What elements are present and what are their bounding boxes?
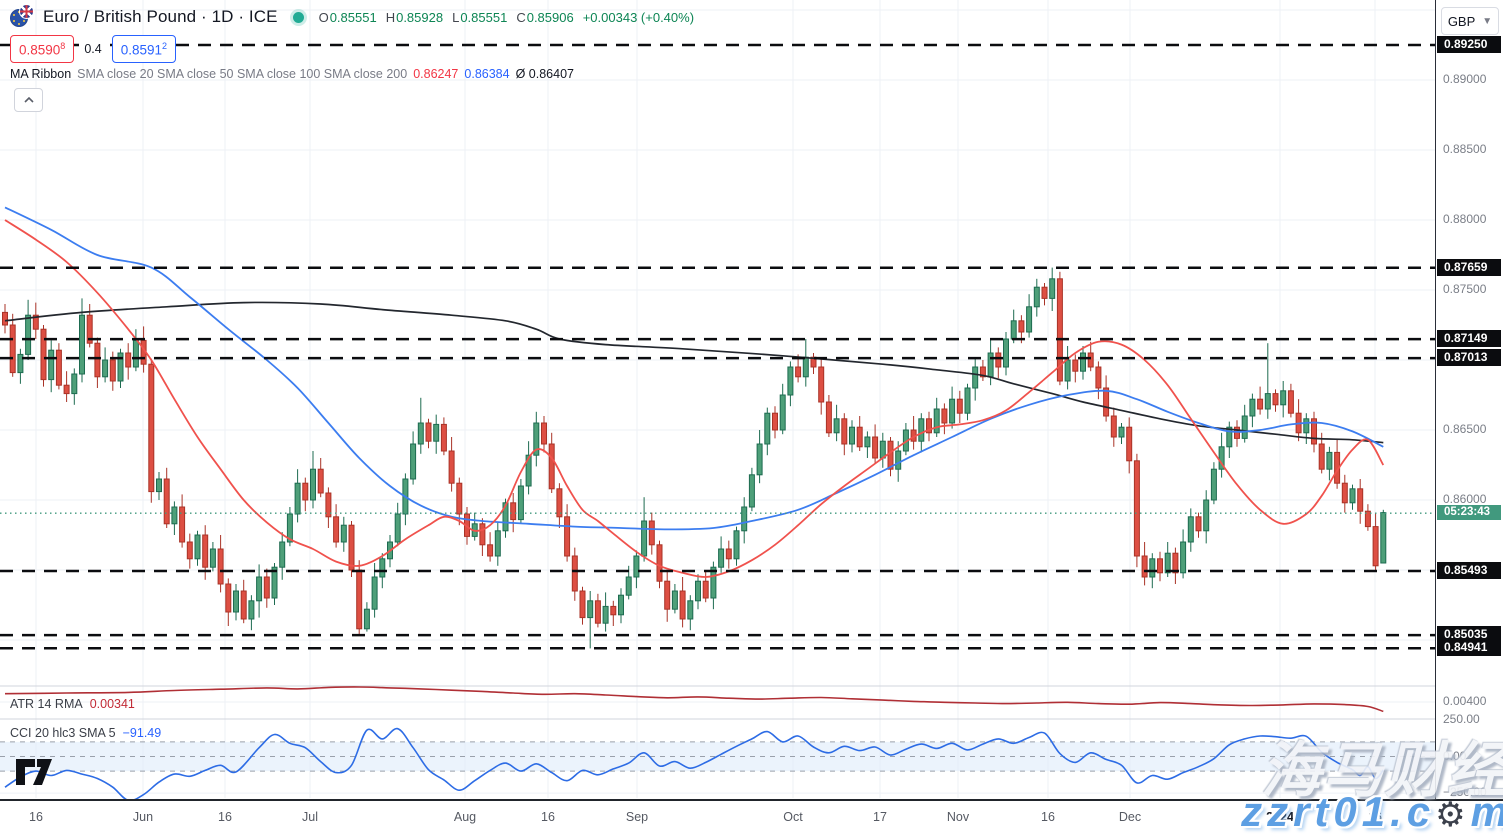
collapse-panel-button[interactable]: [14, 88, 43, 112]
watermark-cjk: 海马财经: [1261, 737, 1503, 804]
sma20-value: 0.86247: [413, 67, 459, 81]
price-axis-label: 0.87500: [1443, 282, 1487, 296]
sma50-value: 0.86384: [464, 67, 510, 81]
time-axis[interactable]: 16 Jun 16 Jul Aug 16 Sep Oct 17 Nov 16 Dec 2024 16: [0, 799, 1503, 834]
price-axis[interactable]: 0.89000 0.88500 0.88000 0.87500 0.86500 0.860…: [1435, 0, 1503, 799]
bar-countdown-label: 05:23:43: [1437, 505, 1501, 521]
eurgbp-pair-icon: [10, 4, 34, 28]
symbol-title[interactable]: Euro / British Pound · 1D · ICE: [43, 7, 278, 26]
price-axis-label: 0.89000: [1443, 72, 1487, 86]
cci-value: −91.49: [122, 726, 162, 740]
price-level-label: 0.87149: [1437, 330, 1501, 348]
price-level-label: 0.84941: [1437, 639, 1501, 657]
atr-indicator-legend[interactable]: ATR 14 RMA 0.00341: [10, 697, 135, 711]
time-axis-label: 16: [1368, 810, 1382, 824]
open-value: 0.85551: [329, 9, 377, 25]
price-level-label: 0.87013: [1437, 349, 1501, 367]
price-level-label: 0.89250: [1437, 36, 1501, 53]
gear-icon: ⚙: [1435, 796, 1471, 834]
chevron-up-icon: [23, 97, 34, 103]
price-level-label: 0.85493: [1437, 561, 1501, 579]
time-axis-label: Sep: [625, 810, 649, 824]
change-value: +0.00343 (+0.40%): [582, 9, 695, 25]
cci-axis-label: 250.00: [1443, 711, 1480, 726]
close-value: 0.85906: [526, 9, 574, 25]
indicator-name: MA Ribbon: [10, 67, 72, 81]
price-axis-label: 0.86500: [1443, 422, 1487, 436]
spread-value: 0.4: [82, 41, 104, 56]
high-value: 0.85928: [396, 9, 444, 25]
time-axis-label: Jul: [302, 810, 318, 824]
time-axis-label: 16: [541, 810, 555, 824]
sell-bid-button[interactable]: 0.85908: [10, 35, 75, 63]
time-axis-label: Jun: [132, 810, 154, 824]
price-axis-label: 0.86000: [1443, 492, 1487, 506]
indicator-params: SMA close 20 SMA close 50 SMA close 100 …: [77, 67, 408, 81]
time-axis-label: Aug: [453, 810, 477, 824]
time-axis-label: 2024: [1266, 810, 1294, 824]
tradingview-logo[interactable]: [16, 757, 52, 792]
bid-ask-row: 0.85908 0.4 0.85912: [10, 35, 177, 63]
cci-axis-label: −250.00: [1443, 785, 1487, 800]
tradingview-logo-icon: [16, 759, 52, 785]
cci-indicator-legend[interactable]: CCI 20 hlc3 SMA 5 −91.49: [10, 726, 162, 740]
currency-selector-button[interactable]: GBP ▼: [1441, 7, 1499, 35]
time-axis-label: 17: [873, 810, 887, 824]
time-axis-label: Dec: [1118, 810, 1142, 824]
atr-value: 0.00341: [89, 697, 135, 711]
time-axis-label: 16: [218, 810, 232, 824]
market-status-dot[interactable]: [292, 11, 304, 23]
time-axis-label: Oct: [783, 810, 803, 824]
low-value: 0.85551: [460, 9, 508, 25]
price-axis-label: 0.88500: [1443, 142, 1487, 156]
chevron-down-icon: ▼: [1482, 15, 1493, 27]
uk-flag-icon: [19, 4, 34, 19]
price-level-label: 0.85035: [1437, 626, 1501, 644]
chart-header: Euro / British Pound · 1D · ICE O0.85551…: [10, 4, 695, 28]
time-axis-label: 16: [1041, 810, 1055, 824]
time-axis-label: Nov: [946, 810, 970, 824]
price-axis-label: 0.88000: [1443, 212, 1487, 226]
watermark-url: zzrt01.c⚙m: [1241, 788, 1503, 834]
buy-ask-button[interactable]: 0.85912: [111, 35, 177, 63]
cci-axis-label: 0.00: [1443, 748, 1467, 763]
ma-average-value: 0.86407: [528, 67, 574, 81]
ma-ribbon-legend[interactable]: MA Ribbon SMA close 20 SMA close 50 SMA …: [10, 67, 574, 81]
ohlc-values: O0.85551 H0.85928 L0.85551 C0.85906 +0.0…: [318, 9, 695, 25]
price-level-label: 0.87659: [1437, 258, 1501, 276]
time-axis-label: 16: [29, 810, 43, 824]
atr-axis-label: 0.00400: [1443, 694, 1487, 708]
